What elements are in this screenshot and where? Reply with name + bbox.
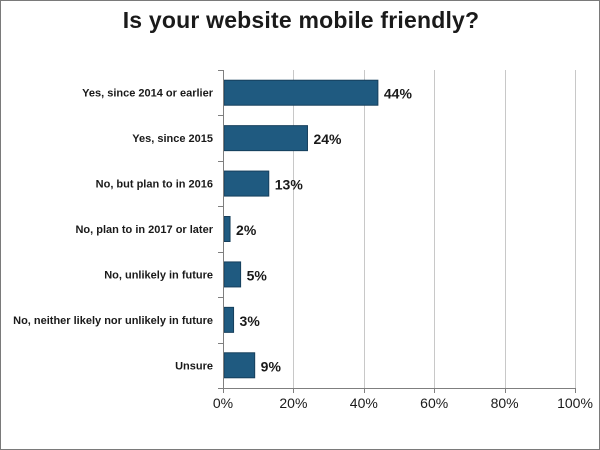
grid-lines [293,70,576,388]
x-tick-label: 40% [350,395,378,411]
category-label: Yes, since 2014 or earlier [82,88,214,100]
labels: 0% 20% 40% 60% 80% 100% Yes, since 2014 or ear… [13,86,593,411]
data-label: 24% [313,131,342,147]
data-label: 9% [261,358,282,374]
x-tick-label: 60% [420,395,448,411]
data-label: 5% [247,267,268,283]
x-tick-label: 20% [279,395,307,411]
category-label: Yes, since 2015 [132,133,213,145]
x-tick-label: 0% [213,395,233,411]
category-label: No, plan to in 2017 or later [75,224,213,236]
category-label: No, neither likely nor unlikely in futur… [13,315,213,327]
bar [223,125,308,152]
data-label: 3% [240,313,261,329]
bar [223,170,270,197]
data-label: 44% [384,86,413,102]
axes [218,70,576,393]
bar [223,216,231,242]
data-label: 13% [275,177,304,193]
data-label: 2% [236,222,257,238]
bar [223,79,379,106]
x-tick-label: 100% [557,395,593,411]
chart-title: Is your website mobile friendly? [122,7,480,33]
bar [223,306,235,333]
category-label: Unsure [175,360,213,372]
bars [223,79,379,379]
x-tick-label: 80% [491,395,519,411]
bar [223,352,256,379]
category-label: No, but plan to in 2016 [96,179,213,191]
bar [223,261,242,288]
category-label: No, unlikely in future [104,269,213,281]
